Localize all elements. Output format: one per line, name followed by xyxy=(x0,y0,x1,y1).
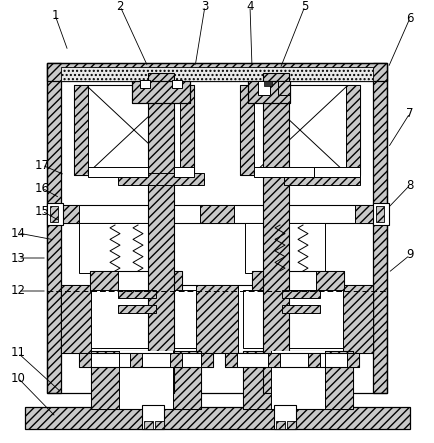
Bar xyxy=(282,290,320,298)
Bar xyxy=(252,271,280,291)
Bar xyxy=(47,63,387,393)
Bar xyxy=(91,351,201,409)
Text: 12: 12 xyxy=(10,284,26,298)
Text: 14: 14 xyxy=(10,226,26,240)
Text: 16: 16 xyxy=(34,182,49,194)
Bar xyxy=(74,85,88,175)
Bar xyxy=(47,63,387,81)
Bar xyxy=(50,206,58,222)
Bar xyxy=(243,351,353,409)
Bar xyxy=(91,290,196,348)
Text: 1: 1 xyxy=(51,8,59,22)
Bar xyxy=(61,285,91,353)
Bar xyxy=(343,285,373,353)
Bar xyxy=(225,353,359,367)
Text: 10: 10 xyxy=(10,372,26,385)
Text: 4: 4 xyxy=(246,0,254,12)
Bar xyxy=(248,81,290,103)
Bar xyxy=(79,353,213,367)
Bar xyxy=(284,173,360,185)
Bar xyxy=(142,405,164,429)
Bar xyxy=(263,73,289,393)
Bar xyxy=(355,205,373,223)
Bar xyxy=(254,167,314,177)
Bar xyxy=(258,81,270,95)
Bar xyxy=(347,353,359,367)
Bar xyxy=(201,353,213,367)
Bar xyxy=(88,167,148,177)
Text: 17: 17 xyxy=(34,159,49,171)
Bar xyxy=(90,271,182,291)
Bar xyxy=(271,351,325,405)
Bar xyxy=(308,353,320,367)
Bar xyxy=(173,351,201,409)
Bar xyxy=(118,290,156,298)
Bar xyxy=(119,351,173,405)
Bar xyxy=(252,271,344,291)
Bar xyxy=(132,81,190,103)
Bar xyxy=(225,353,237,367)
Bar xyxy=(376,206,384,222)
Bar xyxy=(170,353,182,367)
Bar xyxy=(274,405,296,429)
Bar xyxy=(373,63,387,393)
Bar xyxy=(154,271,182,291)
Bar xyxy=(248,81,290,103)
Bar xyxy=(132,81,190,103)
Text: 3: 3 xyxy=(201,0,209,12)
Bar xyxy=(172,80,182,88)
Bar xyxy=(346,85,360,175)
Text: 7: 7 xyxy=(406,106,414,120)
Text: 11: 11 xyxy=(10,346,26,360)
Bar xyxy=(118,173,204,185)
Bar xyxy=(25,407,410,429)
Bar xyxy=(130,353,142,367)
Bar xyxy=(91,351,119,409)
Bar xyxy=(268,353,280,367)
Text: 5: 5 xyxy=(301,0,309,12)
Bar xyxy=(196,285,238,353)
Bar xyxy=(180,85,194,175)
Bar xyxy=(316,271,344,291)
Bar xyxy=(373,203,389,225)
Text: 13: 13 xyxy=(10,252,26,264)
Bar xyxy=(61,205,373,223)
Bar xyxy=(79,353,91,367)
Bar xyxy=(276,421,285,429)
Bar xyxy=(174,167,194,177)
Bar xyxy=(90,271,118,291)
Bar xyxy=(61,285,373,353)
Bar xyxy=(314,167,360,177)
Bar xyxy=(287,421,296,429)
Bar xyxy=(148,73,174,393)
Bar xyxy=(47,63,61,393)
Bar xyxy=(79,223,159,273)
Text: 9: 9 xyxy=(406,249,414,261)
Bar xyxy=(200,205,234,223)
Text: 15: 15 xyxy=(35,205,49,218)
Text: 6: 6 xyxy=(406,12,414,24)
Text: 2: 2 xyxy=(116,0,124,12)
Bar xyxy=(243,290,343,348)
Bar xyxy=(74,85,194,175)
Bar xyxy=(118,305,156,313)
Bar xyxy=(155,421,164,429)
Bar xyxy=(245,223,325,273)
Bar xyxy=(240,85,254,175)
Bar xyxy=(47,203,63,225)
Bar xyxy=(61,205,79,223)
Bar xyxy=(282,305,320,313)
Bar xyxy=(144,421,153,429)
Bar xyxy=(325,351,353,409)
Bar xyxy=(278,81,290,95)
Bar xyxy=(243,351,271,409)
Bar xyxy=(264,81,272,86)
Bar xyxy=(61,67,373,81)
Bar xyxy=(140,80,150,88)
Bar xyxy=(240,85,360,175)
Text: 8: 8 xyxy=(406,179,414,191)
